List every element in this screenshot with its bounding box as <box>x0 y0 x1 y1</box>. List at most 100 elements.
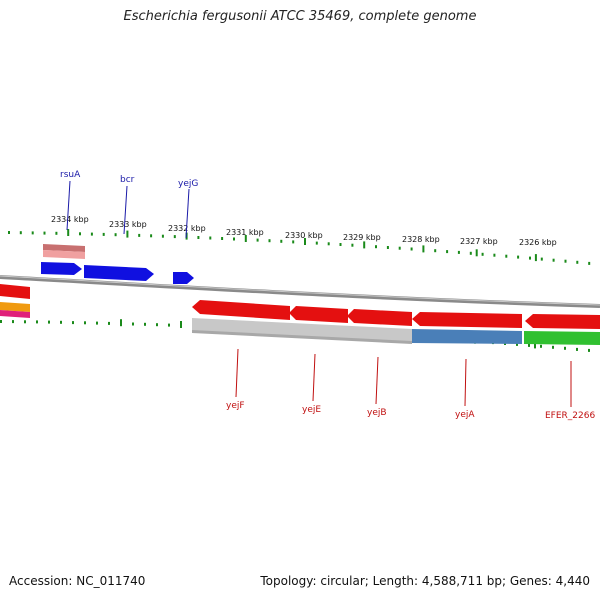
leader-yejG <box>185 188 190 239</box>
minor-tick <box>564 346 566 350</box>
minor-tick <box>156 323 158 327</box>
gene-label-EFER_2266: EFER_2266 <box>545 411 595 421</box>
gene-label-bcr: bcr <box>120 175 135 185</box>
minor-tick <box>221 237 224 240</box>
minor-tick <box>209 236 212 240</box>
minor-tick <box>60 320 62 324</box>
minor-tick <box>55 231 58 235</box>
minor-tick <box>12 320 14 324</box>
tick-label: 2329 kbp <box>343 233 381 242</box>
minor-tick <box>517 255 520 259</box>
leader-yejF <box>235 348 239 398</box>
minor-tick <box>132 322 134 326</box>
tick-label: 2333 kbp <box>109 220 147 229</box>
leader-yejB <box>375 356 379 405</box>
minor-tick <box>48 320 50 324</box>
cds-yejE <box>289 306 348 323</box>
minor-tick <box>327 242 330 246</box>
feature-green <box>524 331 600 345</box>
minor-tick <box>386 246 389 249</box>
cds-yejG <box>173 272 194 284</box>
feature-gray-band <box>192 318 412 343</box>
cds-EFER_2266 <box>525 314 600 329</box>
minor-tick <box>410 247 413 251</box>
feature-magenta-left <box>0 310 30 318</box>
gene-label-yejA: yejA <box>455 410 475 420</box>
minor-tick <box>161 234 164 238</box>
minor-tick <box>469 251 472 255</box>
leader-bcr <box>123 185 128 235</box>
minor-tick <box>268 239 271 243</box>
cds-yejB <box>347 309 412 326</box>
minor-tick <box>540 257 543 261</box>
major-tick <box>180 321 182 328</box>
tick-label: 2326 kbp <box>519 238 557 247</box>
feature-pink-upper <box>43 244 85 252</box>
map-title: Escherichia fergusonii ATCC 35469, compl… <box>123 9 477 24</box>
cds-yejF <box>192 300 290 320</box>
minor-tick <box>0 320 2 323</box>
minor-tick <box>90 232 93 236</box>
feature-pink-lower <box>43 250 85 259</box>
leader-rsuA <box>66 180 71 231</box>
cds-yejA <box>412 312 522 328</box>
feature-gray-band-edge <box>192 330 412 344</box>
tick-label: 2327 kbp <box>460 237 498 246</box>
major-tick <box>304 238 306 245</box>
major-tick <box>534 254 537 262</box>
major-tick <box>244 235 247 242</box>
accession-text: Accession: NC_011740 <box>9 574 146 588</box>
minor-tick <box>102 232 105 236</box>
minor-tick <box>84 321 86 325</box>
major-tick <box>534 341 536 349</box>
leader-yejA <box>464 358 467 407</box>
minor-tick <box>576 260 579 264</box>
minor-tick <box>315 241 318 245</box>
minor-tick <box>588 261 591 265</box>
minor-tick <box>138 233 141 237</box>
tick-label: 2328 kbp <box>402 235 440 244</box>
minor-tick <box>457 250 460 254</box>
gene-label-yejF: yejF <box>226 401 245 411</box>
minor-tick <box>493 253 496 257</box>
minor-tick <box>36 320 38 324</box>
minor-tick <box>576 347 578 351</box>
outer-tick-ring <box>8 229 591 265</box>
genome-summary-text: Topology: circular; Length: 4,588,711 bp… <box>260 574 590 588</box>
minor-tick <box>233 237 235 241</box>
minor-tick <box>505 254 508 258</box>
minor-tick <box>292 240 295 244</box>
major-tick <box>67 229 70 236</box>
minor-tick <box>173 235 176 239</box>
minor-tick <box>552 345 554 349</box>
minor-tick <box>398 246 401 250</box>
minor-tick <box>72 321 74 325</box>
minor-tick <box>24 320 26 324</box>
minor-tick <box>540 344 542 348</box>
minor-tick <box>351 243 354 247</box>
minor-tick <box>528 343 530 347</box>
feature-steelblue <box>412 329 522 344</box>
feature-red-left <box>0 284 30 299</box>
gene-label-yejG: yejG <box>178 179 198 189</box>
cds-rsuA <box>41 262 82 275</box>
minor-tick <box>197 236 200 239</box>
tick-label: 2330 kbp <box>285 231 323 240</box>
minor-tick <box>8 231 10 234</box>
minor-tick <box>168 323 170 327</box>
major-tick <box>422 245 425 253</box>
minor-tick <box>552 258 555 262</box>
minor-tick <box>96 321 98 325</box>
tick-label: 2331 kbp <box>226 228 264 237</box>
minor-tick <box>564 259 567 263</box>
minor-tick <box>529 256 531 260</box>
minor-tick <box>434 249 437 253</box>
major-tick <box>126 230 129 238</box>
feature-orange-left <box>0 302 30 312</box>
minor-tick <box>144 322 146 326</box>
minor-tick <box>108 321 110 325</box>
minor-tick <box>31 231 34 235</box>
gene-label-yejE: yejE <box>302 405 321 415</box>
minor-tick <box>150 234 153 238</box>
minor-tick <box>256 238 259 242</box>
